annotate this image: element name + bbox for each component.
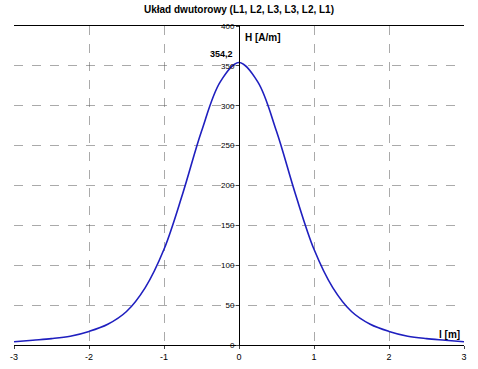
svg-text:300: 300 <box>221 102 235 111</box>
svg-text:0: 0 <box>236 352 241 362</box>
svg-text:-2: -2 <box>85 352 93 362</box>
svg-text:1: 1 <box>311 352 316 362</box>
svg-text:2: 2 <box>386 352 391 362</box>
svg-text:0: 0 <box>230 341 235 350</box>
svg-text:Układ dwutorowy (L1, L2, L3, L: Układ dwutorowy (L1, L2, L3, L3, L2, L1) <box>144 4 334 15</box>
svg-text:l [m]: l [m] <box>439 329 460 340</box>
svg-text:50: 50 <box>225 301 234 310</box>
svg-text:400: 400 <box>221 22 235 31</box>
svg-text:354,2: 354,2 <box>210 49 233 59</box>
svg-text:-3: -3 <box>10 352 18 362</box>
svg-text:150: 150 <box>221 221 235 230</box>
svg-text:3: 3 <box>461 352 466 362</box>
svg-text:-1: -1 <box>160 352 168 362</box>
svg-text:350: 350 <box>221 62 235 71</box>
svg-text:250: 250 <box>221 141 235 150</box>
svg-text:100: 100 <box>221 261 235 270</box>
svg-text:H [A/m]: H [A/m] <box>245 32 281 43</box>
svg-text:200: 200 <box>221 181 235 190</box>
